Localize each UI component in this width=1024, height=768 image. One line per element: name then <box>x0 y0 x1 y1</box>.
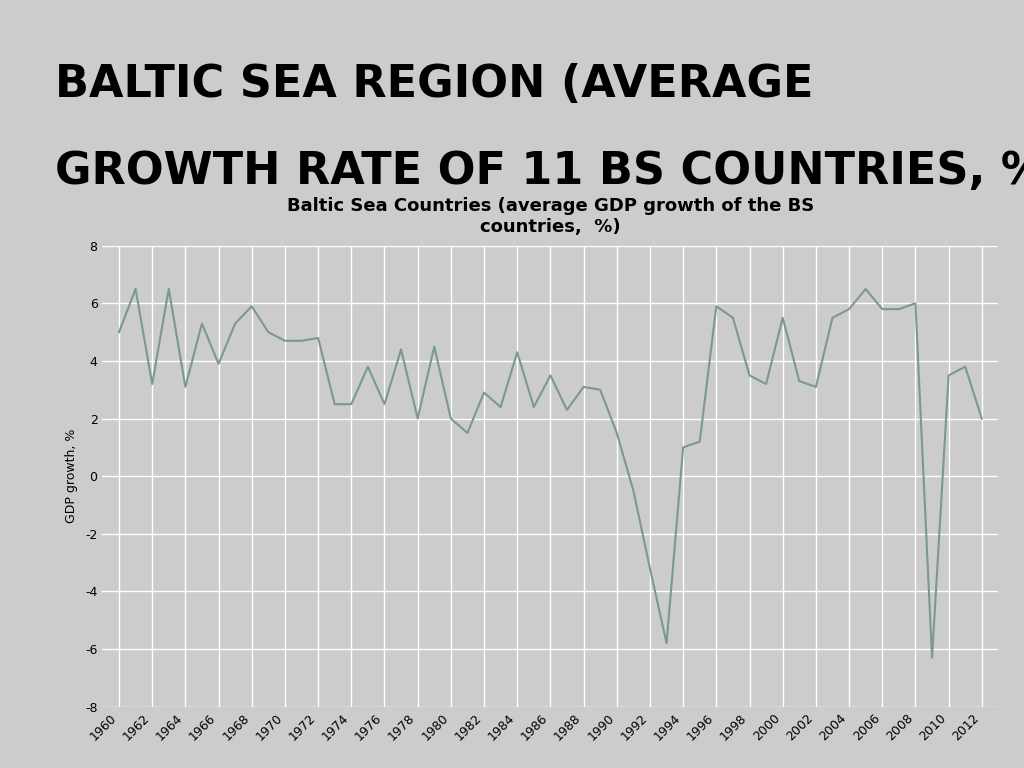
Text: BALTIC SEA REGION (AVERAGE: BALTIC SEA REGION (AVERAGE <box>55 63 813 106</box>
Text: GROWTH RATE OF 11 BS COUNTRIES, %): GROWTH RATE OF 11 BS COUNTRIES, %) <box>55 151 1024 194</box>
Y-axis label: GDP growth, %: GDP growth, % <box>66 429 78 523</box>
Title: Baltic Sea Countries (average GDP growth of the BS
countries,  %): Baltic Sea Countries (average GDP growth… <box>287 197 814 236</box>
